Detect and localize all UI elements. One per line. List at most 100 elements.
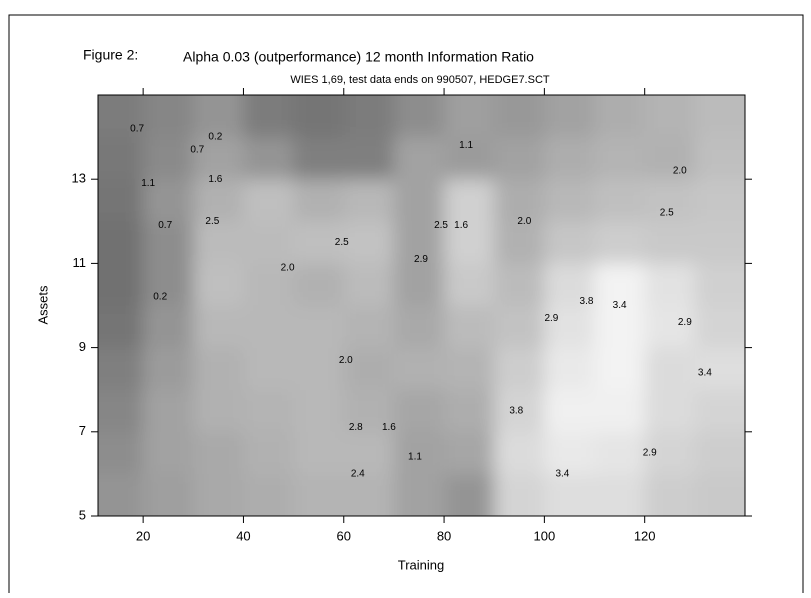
y-axis-label: Assets (35, 285, 50, 325)
contour-labels: 0.2 0.7 0.7 1.1 1.6 2.5 0.7 0.2 2.5 2.0 1.1 2.9 2.5 1… (130, 123, 712, 479)
contour-label: 1.1 (408, 452, 422, 463)
contour-label: 2.5 (335, 237, 349, 248)
contour-label: 3.8 (580, 296, 594, 307)
contour-label: 0.7 (130, 123, 144, 134)
contour-cell (544, 221, 596, 264)
contour-cell (98, 137, 144, 180)
figure-label: Figure 2: (83, 47, 138, 63)
contour-cell (343, 221, 395, 264)
contour-cell (343, 431, 395, 475)
y-tick-label: 9 (79, 339, 86, 354)
x-tick-label: 120 (634, 528, 656, 543)
contour-cell (444, 179, 495, 222)
x-tick-label: 100 (534, 528, 556, 543)
contour-cell (393, 95, 445, 138)
contour-cell (444, 389, 495, 433)
contour-cell (243, 95, 295, 138)
contour-cell (594, 305, 646, 349)
contour-cells (98, 95, 745, 516)
contour-cell (544, 305, 596, 349)
contour-cell (644, 305, 696, 349)
contour-cell (143, 179, 194, 222)
contour-label: 2.0 (517, 216, 531, 227)
axes: 20 40 60 80 100 120 5 7 9 11 13 (72, 88, 752, 543)
contour-cell (98, 179, 144, 222)
contour-label: 2.9 (544, 313, 558, 324)
contour-cell (393, 179, 445, 222)
contour-cell (494, 95, 545, 138)
contour-cell (293, 95, 345, 138)
contour-cell (694, 137, 745, 180)
contour-label: 2.0 (339, 355, 353, 366)
contour-cell (594, 263, 646, 306)
contour-cell (444, 137, 495, 180)
contour-label: 0.2 (208, 132, 222, 143)
contour-cell (694, 473, 745, 516)
contour-label: 2.5 (434, 220, 448, 231)
contour-label: 2.4 (351, 469, 365, 480)
contour-cell (143, 473, 194, 516)
contour-label: 3.8 (509, 405, 523, 416)
contour-cell (193, 431, 244, 475)
contour-cell (143, 347, 194, 391)
contour-cell (98, 431, 144, 475)
contour-cell (594, 347, 646, 391)
contour-cell (444, 263, 495, 306)
contour-label: 2.0 (673, 165, 687, 176)
contour-cell (494, 389, 545, 433)
contour-cell (393, 431, 445, 475)
y-tick-label: 11 (73, 255, 87, 270)
contour-label: 1.1 (141, 178, 155, 189)
contour-cell (544, 179, 596, 222)
contour-cell (343, 263, 395, 306)
contour-cell (193, 389, 244, 433)
contour-cell (343, 347, 395, 391)
contour-cell (494, 263, 545, 306)
contour-cell (544, 95, 596, 138)
contour-label: 2.0 (281, 262, 295, 273)
contour-cell (644, 431, 696, 475)
contour-cell (694, 431, 745, 475)
contour-label: 0.7 (158, 220, 172, 231)
contour-cell (694, 221, 745, 264)
contour-cell (494, 305, 545, 349)
contour-cell (193, 221, 244, 264)
contour-cell (143, 305, 194, 349)
contour-cell (594, 431, 646, 475)
x-tick-label: 60 (337, 528, 351, 543)
contour-cell (644, 95, 696, 138)
contour-cell (193, 137, 244, 180)
contour-cell (393, 473, 445, 516)
contour-cell (594, 473, 646, 516)
contour-cell (343, 473, 395, 516)
contour-cell (293, 137, 345, 180)
contour-cell (293, 263, 345, 306)
contour-cell (694, 347, 745, 391)
contour-label: 1.6 (208, 174, 222, 185)
contour-label: 3.4 (613, 300, 627, 311)
contour-cell (393, 137, 445, 180)
contour-cell (694, 95, 745, 138)
contour-cell (393, 263, 445, 306)
contour-cell (494, 179, 545, 222)
x-axis-label: Training (398, 557, 444, 572)
contour-label: 3.4 (698, 368, 712, 379)
contour-cell (594, 95, 646, 138)
contour-cell (243, 263, 295, 306)
contour-cell (494, 221, 545, 264)
contour-cell (243, 179, 295, 222)
chart-title: Alpha 0.03 (outperformance) 12 month Inf… (183, 49, 534, 65)
contour-cell (393, 389, 445, 433)
contour-cell (444, 305, 495, 349)
contour-label: 2.8 (349, 422, 363, 433)
contour-cell (594, 221, 646, 264)
contour-cell (594, 389, 646, 433)
contour-cell (143, 263, 194, 306)
contour-cell (544, 263, 596, 306)
y-tick-label: 7 (79, 423, 86, 438)
contour-field (98, 95, 745, 516)
contour-cell (293, 473, 345, 516)
y-tick-label: 13 (72, 171, 86, 186)
